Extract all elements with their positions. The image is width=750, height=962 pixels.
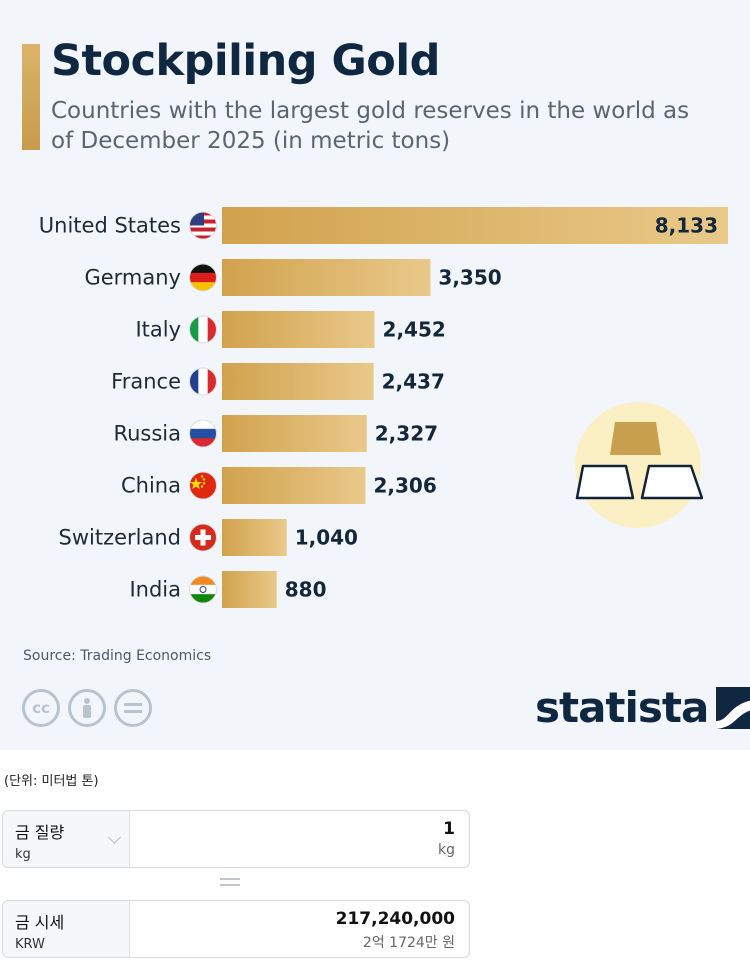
- country-label: France: [111, 370, 181, 394]
- bar: [222, 363, 374, 400]
- weight-sublabel: kg: [15, 847, 31, 862]
- price-currency: KRW: [15, 937, 45, 952]
- price-value: 217,240,000: [335, 909, 455, 929]
- brand-name: statista: [535, 683, 709, 732]
- country-label: United States: [39, 214, 181, 238]
- bar: [222, 519, 287, 556]
- bar: [222, 207, 728, 244]
- infographic-card: Stockpiling Gold Countries with the larg…: [0, 0, 750, 750]
- country-label: Switzerland: [59, 526, 182, 550]
- price-output: 217,240,000 2억 1724만 원: [336, 909, 455, 952]
- germany-flag-icon: [189, 263, 217, 292]
- gold-bars-illustration: [575, 402, 703, 528]
- bar: [222, 467, 366, 504]
- us-flag-icon: [189, 211, 217, 240]
- unit-note: (단위: 미터법 톤): [4, 774, 99, 789]
- country-label: China: [121, 474, 181, 498]
- data-label: 2,327: [375, 422, 438, 446]
- license-icons: cc: [22, 689, 152, 727]
- cc-icon[interactable]: cc: [22, 689, 60, 727]
- country-label: Germany: [84, 266, 181, 290]
- switzerland-flag-icon: [189, 523, 217, 552]
- bar: [222, 259, 431, 296]
- price-label-cell: 금 시세 KRW: [3, 901, 130, 957]
- country-label: Italy: [135, 318, 181, 342]
- statista-mark-icon: [716, 686, 750, 729]
- bar: [222, 415, 367, 452]
- data-label: 8,133: [655, 214, 718, 238]
- weight-input[interactable]: 1 kg: [438, 819, 455, 858]
- price-readable: 2억 1724만 원: [362, 935, 455, 951]
- data-label: 2,437: [382, 370, 445, 394]
- price-label: 금 시세: [15, 913, 65, 932]
- equals-icon: [220, 878, 240, 890]
- india-flag-icon: [189, 575, 217, 604]
- country-label: Russia: [113, 422, 181, 446]
- china-flag-icon: [189, 471, 217, 500]
- bar: [222, 571, 277, 608]
- country-label: India: [129, 578, 181, 602]
- weight-label: 금 질량: [15, 823, 65, 842]
- title-accent-bar: [22, 44, 40, 150]
- attribution-icon[interactable]: [68, 689, 106, 727]
- data-label: 2,452: [383, 318, 446, 342]
- france-flag-icon: [189, 367, 217, 396]
- weight-unit: kg: [438, 842, 455, 858]
- statista-logo[interactable]: statista: [535, 683, 750, 732]
- data-label: 3,350: [438, 266, 501, 290]
- data-label: 2,306: [373, 474, 436, 498]
- gold-price-result: 금 시세 KRW 217,240,000 2억 1724만 원: [2, 900, 470, 958]
- no-derivatives-icon[interactable]: [114, 689, 152, 727]
- gold-weight-converter[interactable]: 금 질량 kg 1 kg: [2, 810, 470, 868]
- russia-flag-icon: [189, 419, 217, 448]
- data-label: 880: [285, 578, 327, 602]
- source-note: Source: Trading Economics: [23, 648, 212, 664]
- bar: [222, 311, 375, 348]
- page-subtitle: Countries with the largest gold reserves…: [51, 98, 690, 154]
- data-label: 1,040: [295, 526, 358, 550]
- bar-chart: United States 8,133 Germany 3,350 Italy 2,452…: [39, 207, 728, 608]
- weight-value: 1: [443, 819, 455, 839]
- page-title: Stockpiling Gold: [51, 36, 440, 86]
- italy-flag-icon: [189, 315, 217, 344]
- weight-unit-select[interactable]: 금 질량 kg: [3, 811, 130, 867]
